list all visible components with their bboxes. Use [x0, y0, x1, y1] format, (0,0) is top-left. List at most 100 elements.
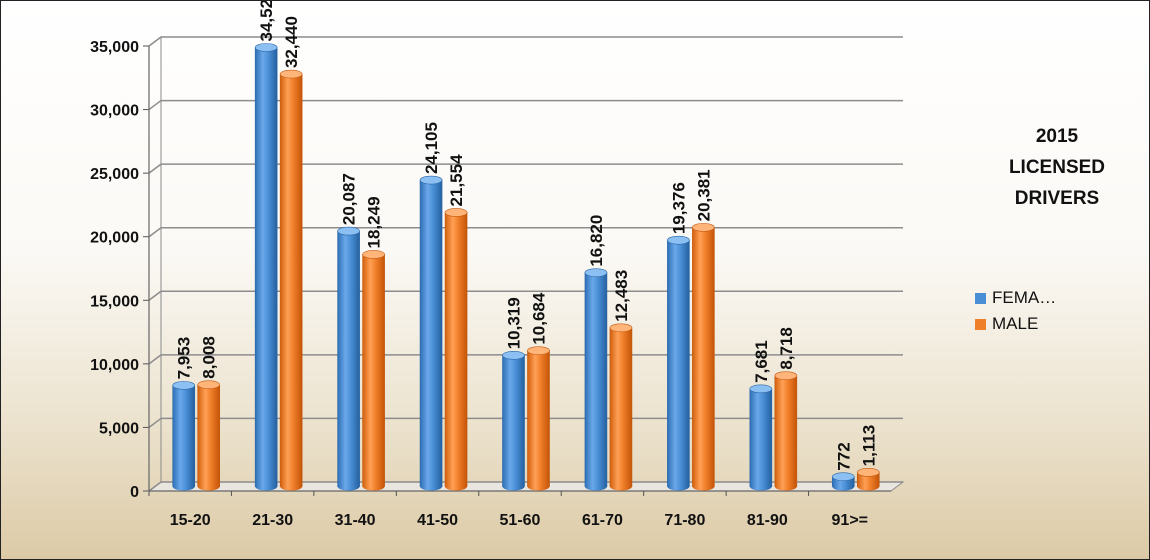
y-tick-label: 0	[130, 484, 139, 501]
y-tick-label: 10,000	[90, 357, 139, 374]
bar-top	[337, 226, 360, 236]
bar-base	[420, 482, 443, 491]
legend-item-male: MALE	[975, 311, 1056, 337]
bar-base	[172, 482, 195, 491]
bar-top	[609, 323, 633, 333]
bar-male-91>=	[856, 468, 880, 491]
x-tick-label: 31-40	[335, 512, 376, 529]
bar-top	[527, 346, 550, 355]
bar-female-71-80	[667, 235, 690, 491]
gridline-diag	[148, 290, 162, 301]
data-label-male-91>=: 1,113	[859, 425, 878, 467]
bar-base	[197, 482, 220, 491]
bar-body	[172, 385, 196, 487]
data-label-female-15-20: 7,953	[175, 337, 194, 380]
bar-male-31-40	[362, 250, 385, 491]
bar-top	[831, 472, 855, 481]
data-label-female-31-40: 20,087	[340, 173, 359, 225]
y-tick-label: 30,000	[90, 103, 139, 120]
bar-base	[609, 482, 632, 491]
bar-body	[279, 73, 303, 487]
y-tick-label: 5,000	[99, 420, 139, 437]
bar-base	[584, 482, 607, 491]
bar-base	[362, 482, 385, 491]
bar-body	[584, 272, 608, 487]
bar-body	[749, 388, 773, 487]
bars-layer	[172, 43, 880, 491]
data-label-male-31-40: 18,249	[365, 196, 384, 248]
data-label-female-81-90: 7,681	[752, 340, 771, 383]
data-label-female-71-80: 19,376	[669, 182, 688, 234]
bar-base	[502, 482, 525, 491]
bar-female-51-60	[502, 351, 525, 491]
y-tick-label: 20,000	[90, 230, 139, 247]
bar-base	[692, 482, 715, 491]
bar-top	[197, 380, 221, 389]
bar-male-15-20	[197, 380, 221, 491]
data-label-male-51-60: 10,684	[530, 292, 549, 345]
bar-base	[749, 482, 772, 491]
legend-label-male: MALE	[992, 314, 1039, 333]
data-label-male-71-80: 20,381	[694, 169, 713, 221]
bar-top	[692, 223, 715, 232]
bar-female-81-90	[749, 384, 773, 491]
legend-swatch-female	[975, 292, 986, 304]
x-tick-label: 51-60	[500, 512, 541, 529]
bar-top	[502, 351, 525, 360]
bar-body	[254, 47, 278, 487]
labels-layer: 0 5,000 10,000 15,000 20,000 25,000 30,000 35,0…	[90, 1, 878, 529]
bar-body	[502, 355, 525, 487]
bar-body	[527, 350, 550, 487]
gridline-diag	[148, 354, 162, 365]
bar-top	[856, 468, 880, 477]
x-tick-label: 41-50	[417, 512, 458, 529]
bar-female-21-30	[254, 43, 278, 491]
bar-base	[337, 482, 360, 491]
data-label-female-41-50: 24,105	[422, 122, 441, 174]
data-label-male-15-20: 8,008	[200, 336, 219, 379]
bar-female-61-70	[584, 268, 608, 491]
x-tick-label: 21-30	[252, 512, 293, 529]
bar-top	[774, 371, 798, 380]
gridline-diag	[148, 36, 162, 47]
x-tick-label: 91>=	[832, 512, 868, 529]
bar-body	[774, 375, 798, 487]
bar-top	[444, 208, 468, 217]
bar-male-51-60	[527, 346, 550, 491]
bar-top	[279, 69, 303, 79]
bar-base	[832, 482, 855, 491]
bar-male-71-80	[692, 223, 715, 491]
bar-female-91>=	[831, 472, 855, 491]
bar-male-61-70	[609, 323, 633, 491]
data-label-female-21-30: 34,529	[257, 1, 276, 41]
bar-body	[609, 327, 633, 487]
bar-male-41-50	[444, 208, 468, 491]
bar-top	[749, 384, 773, 394]
bar-female-15-20	[172, 381, 196, 491]
bar-top	[362, 250, 385, 259]
data-label-male-81-90: 8,718	[777, 327, 796, 370]
bar-top	[172, 381, 196, 390]
legend-swatch-male	[975, 318, 986, 330]
y-tick-label: 35,000	[90, 39, 139, 56]
bar-top	[584, 268, 608, 277]
bar-body	[362, 254, 385, 487]
bar-male-21-30	[279, 69, 303, 491]
data-label-female-61-70: 16,820	[587, 215, 606, 267]
x-tick-label: 15-20	[170, 512, 211, 529]
bar-base	[774, 482, 797, 491]
bar-female-41-50	[419, 175, 443, 491]
bar-female-31-40	[337, 226, 360, 491]
bar-body	[419, 179, 443, 487]
data-label-male-21-30: 32,440	[282, 16, 301, 68]
y-tick-label: 25,000	[90, 166, 139, 183]
gridline-diag	[148, 163, 162, 174]
bar-body	[444, 212, 468, 487]
y-tick-label: 15,000	[90, 293, 139, 310]
bar-base	[280, 482, 303, 491]
legend-label-female: FEMA…	[992, 288, 1057, 307]
bar-base	[857, 482, 880, 491]
legend-item-female: FEMA…	[975, 285, 1056, 311]
